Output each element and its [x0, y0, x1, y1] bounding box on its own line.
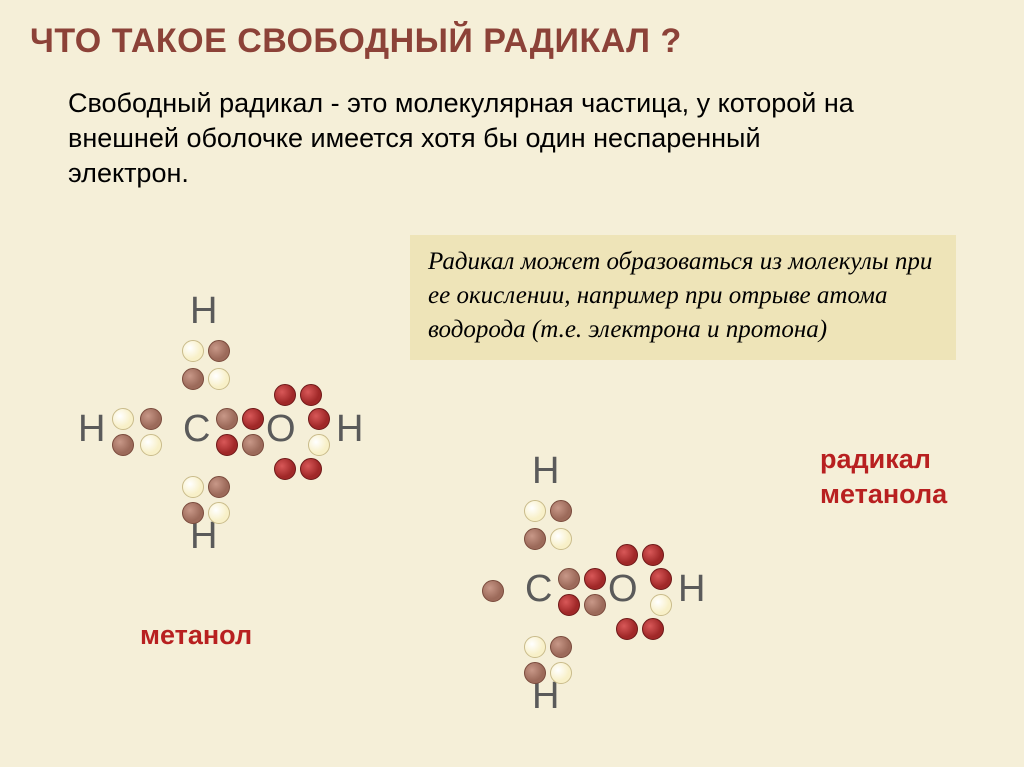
electron-dot: [274, 384, 296, 406]
atom-label: H: [678, 568, 705, 611]
oxidation-note: Радикал может образоваться из молекулы п…: [410, 235, 956, 360]
electron-dot: [616, 544, 638, 566]
electron-dot: [616, 618, 638, 640]
electron-dot: [274, 458, 296, 480]
electron-dot: [182, 340, 204, 362]
electron-dot: [650, 594, 672, 616]
electron-dot: [208, 502, 230, 524]
electron-dot: [650, 568, 672, 590]
electron-dot: [524, 528, 546, 550]
atom-label: O: [266, 408, 296, 451]
electron-dot: [112, 434, 134, 456]
electron-dot: [584, 568, 606, 590]
atom-label: H: [532, 450, 559, 493]
electron-dot: [300, 458, 322, 480]
atom-label: H: [190, 290, 217, 333]
electron-dot: [642, 618, 664, 640]
electron-dot: [550, 662, 572, 684]
methanol-label: метанол: [140, 620, 252, 651]
electron-dot: [524, 500, 546, 522]
methanol-diagram: HHCOHH: [78, 290, 378, 570]
page-title: ЧТО ТАКОЕ СВОБОДНЫЙ РАДИКАЛ ?: [30, 22, 682, 61]
radical-label: радикал метанола: [820, 442, 947, 512]
electron-dot: [308, 434, 330, 456]
electron-dot: [216, 434, 238, 456]
electron-dot: [182, 502, 204, 524]
radical-label-line1: радикал: [820, 442, 947, 477]
methanol-radical-diagram: HCOHH: [420, 450, 720, 730]
electron-dot: [182, 476, 204, 498]
electron-dot: [140, 434, 162, 456]
electron-dot: [182, 368, 204, 390]
electron-dot: [208, 476, 230, 498]
radical-label-line2: метанола: [820, 477, 947, 512]
definition-text: Свободный радикал - это молекулярная час…: [68, 86, 868, 191]
electron-dot: [584, 594, 606, 616]
electron-dot: [208, 340, 230, 362]
electron-dot: [642, 544, 664, 566]
electron-dot: [550, 636, 572, 658]
electron-dot: [558, 568, 580, 590]
electron-dot: [308, 408, 330, 430]
electron-dot: [242, 408, 264, 430]
electron-dot: [140, 408, 162, 430]
electron-dot: [208, 368, 230, 390]
electron-dot: [300, 384, 322, 406]
atom-label: H: [336, 408, 363, 451]
atom-label: C: [525, 568, 552, 611]
electron-dot: [216, 408, 238, 430]
electron-dot: [524, 636, 546, 658]
electron-dot: [482, 580, 504, 602]
electron-dot: [242, 434, 264, 456]
electron-dot: [558, 594, 580, 616]
electron-dot: [550, 528, 572, 550]
atom-label: H: [78, 408, 105, 451]
electron-dot: [550, 500, 572, 522]
slide: ЧТО ТАКОЕ СВОБОДНЫЙ РАДИКАЛ ? Свободный …: [0, 0, 1024, 767]
atom-label: C: [183, 408, 210, 451]
electron-dot: [112, 408, 134, 430]
electron-dot: [524, 662, 546, 684]
atom-label: O: [608, 568, 638, 611]
